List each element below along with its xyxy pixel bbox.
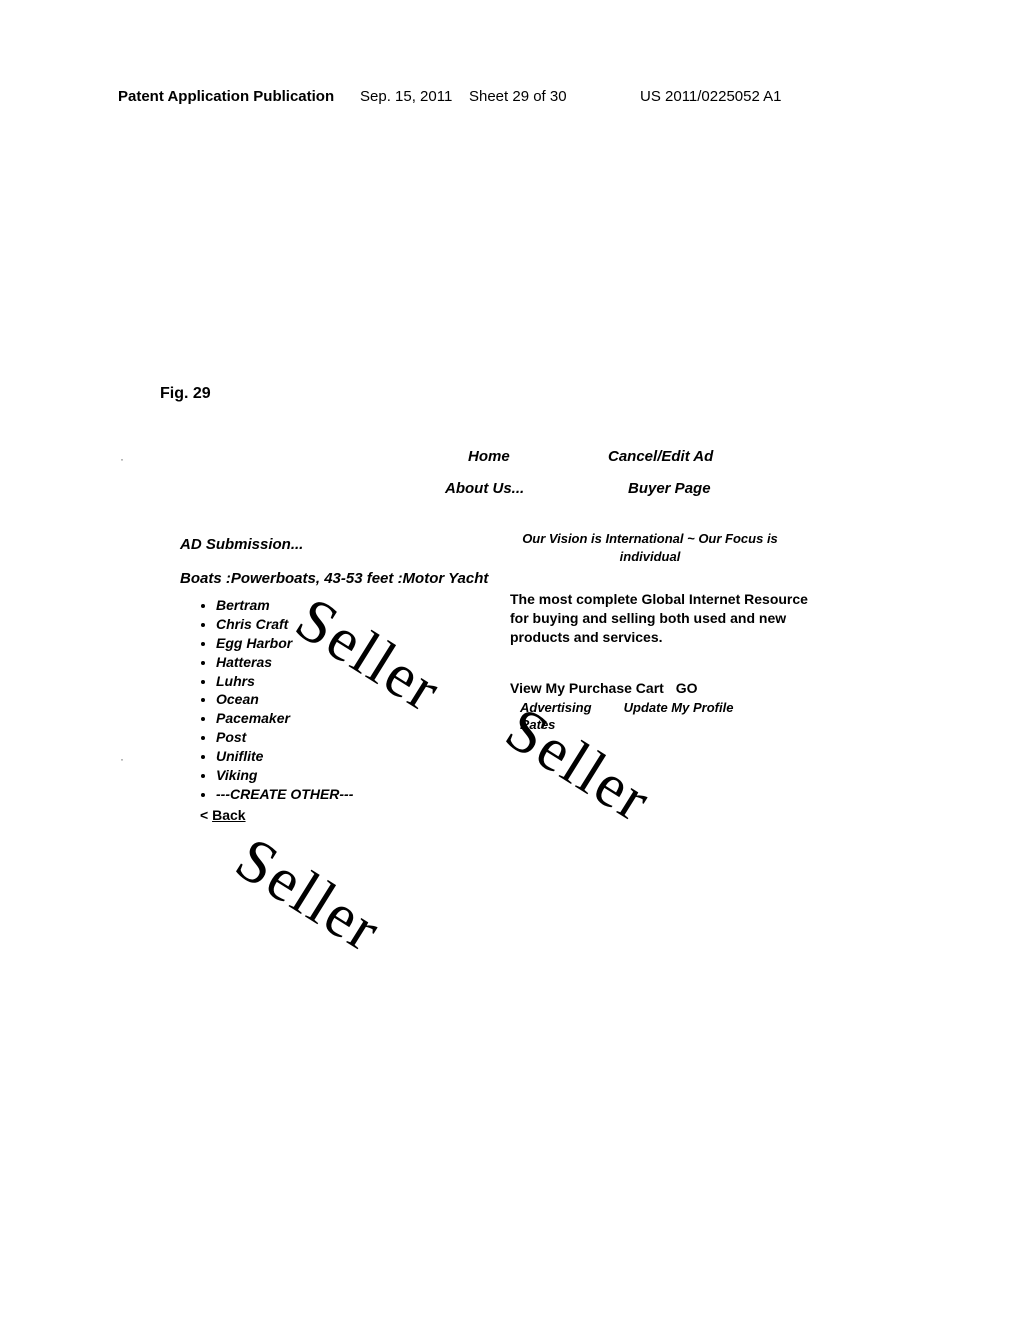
page: Patent Application Publication Sep. 15, … [0, 0, 1024, 1320]
breadcrumb: Boats :Powerboats, 43-53 feet :Motor Yac… [180, 570, 488, 587]
update-profile-link[interactable]: Update My Profile [624, 700, 734, 717]
nav-about-link[interactable]: About Us... [445, 480, 524, 497]
cart-go-button[interactable]: GO [676, 680, 698, 696]
nav-buyer-page-link[interactable]: Buyer Page [628, 480, 711, 497]
view-cart-label: View My Purchase Cart [510, 680, 664, 696]
figure-label: Fig. 29 [160, 385, 211, 403]
brand-list: Bertram Chris Craft Egg Harbor Hatteras … [200, 596, 353, 825]
back-link[interactable]: Back [212, 807, 245, 823]
brand-item[interactable]: Egg Harbor [216, 634, 353, 653]
brand-item[interactable]: Luhrs [216, 672, 353, 691]
vision-tagline: Our Vision is International ~ Our Focus … [510, 530, 790, 566]
cart-row: View My Purchase Cart GO [510, 680, 697, 696]
brand-item[interactable]: Hatteras [216, 653, 353, 672]
brand-item[interactable]: Pacemaker [216, 709, 353, 728]
brand-item[interactable]: Ocean [216, 690, 353, 709]
brand-item-create-other[interactable]: ---CREATE OTHER--- [216, 785, 353, 804]
publication-date-sheet: Sep. 15, 2011 Sheet 29 of 30 [360, 88, 567, 105]
brand-item[interactable]: Chris Craft [216, 615, 353, 634]
ad-submission-heading: AD Submission... [180, 536, 303, 553]
nav-cancel-edit-link[interactable]: Cancel/Edit Ad [608, 448, 713, 465]
brand-item[interactable]: Post [216, 728, 353, 747]
nav-home-link[interactable]: Home [468, 448, 510, 465]
publication-number: US 2011/0225052 A1 [640, 88, 782, 105]
brand-item[interactable]: Viking [216, 766, 353, 785]
sub-links: Advertising Rates Update My Profile [520, 700, 733, 734]
brand-list-ul: Bertram Chris Craft Egg Harbor Hatteras … [216, 596, 353, 804]
publication-title: Patent Application Publication [118, 88, 334, 105]
seller-watermark: Seller [223, 824, 393, 967]
advertising-rates-link[interactable]: Advertising Rates [520, 700, 620, 734]
back-link-row: < Back [200, 806, 353, 825]
brand-item[interactable]: Bertram [216, 596, 353, 615]
back-arrow: < [200, 807, 212, 823]
publication-date: Sep. 15, 2011 [360, 88, 452, 105]
margin-mark: · [120, 752, 124, 766]
sheet-number: Sheet 29 of 30 [469, 88, 567, 105]
brand-item[interactable]: Uniflite [216, 747, 353, 766]
margin-mark: · [120, 452, 124, 466]
promo-text: The most complete Global Internet Resour… [510, 590, 810, 647]
